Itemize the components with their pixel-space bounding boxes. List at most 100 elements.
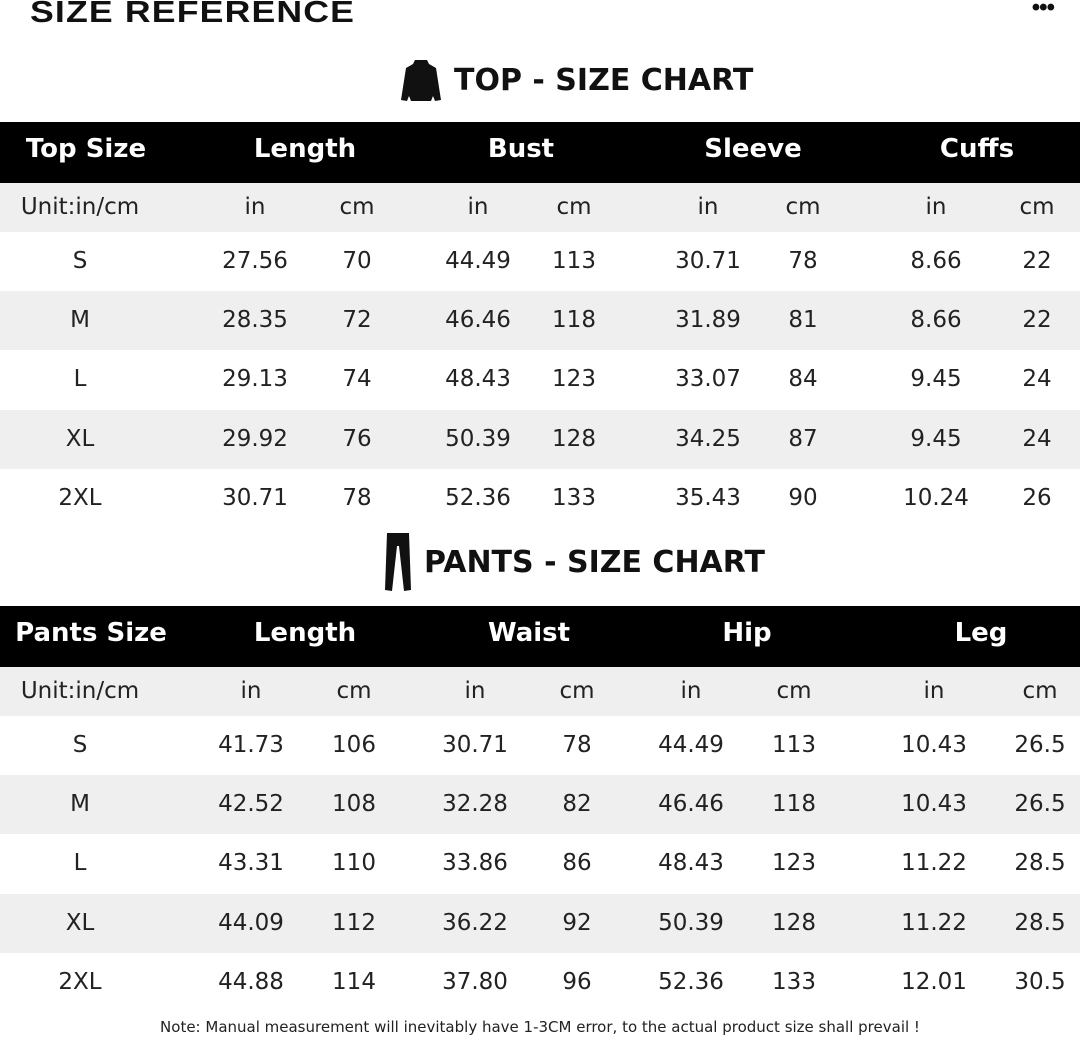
top-unit-row: Unit:in/cm in cm in cm in cm in cm [0, 183, 1080, 232]
top-table-cell: 81 [788, 307, 818, 334]
pants-table-cell: 41.73 [218, 732, 284, 758]
top-table-cell: 133 [552, 484, 596, 511]
pants-table-cell: 123 [772, 850, 816, 877]
top-table-cell: 29.13 [222, 366, 288, 393]
pants-table-cell: 113 [772, 732, 816, 758]
top-table-cell: 50.39 [445, 425, 511, 452]
pants-table-cell: 11.22 [901, 850, 967, 877]
top-table-cell: 2XL [58, 484, 102, 511]
pants-table-cell: 33.86 [442, 850, 508, 877]
top-table-cell: L [73, 366, 87, 393]
pants-table-row: 2XL 44.88 114 37.80 96 52.36 133 12.01 30.5 [0, 953, 1080, 1012]
pants-table-row: S 41.73 106 30.71 78 44.49 113 10.43 26.5 [0, 716, 1080, 775]
top-table-cell: 30.71 [222, 484, 288, 511]
pants-table-cell: 46.46 [658, 791, 724, 818]
top-table-cell: 123 [552, 366, 596, 393]
top-unit-cell: in [697, 194, 719, 220]
top-table-row: 2XL 30.71 78 52.36 133 35.43 90 10.24 26 [0, 469, 1080, 528]
top-header-cell: Sleeve [704, 134, 802, 164]
pants-table-cell: 44.49 [658, 732, 724, 758]
pants-unit-cell: cm [776, 678, 812, 704]
pants-table-cell: 2XL [58, 968, 102, 995]
top-table-cell: 8.66 [910, 248, 962, 274]
pants-table-cell: 114 [332, 968, 376, 995]
top-unit-cell: cm [339, 194, 375, 220]
top-table-cell: 9.45 [910, 366, 962, 393]
pants-table-cell: 42.52 [218, 791, 284, 818]
pants-unit-cell: in [680, 678, 702, 704]
top-table-row: S 27.56 70 44.49 113 30.71 78 8.66 22 [0, 232, 1080, 291]
pants-table-cell: 30.5 [1014, 968, 1066, 995]
pants-table-cell: 36.22 [442, 909, 508, 936]
pants-chart-title-text: PANTS - SIZE CHART [424, 544, 765, 580]
top-table-cell: 31.89 [675, 307, 741, 334]
top-chart-title: TOP - SIZE CHART [400, 58, 753, 102]
top-table-cell: 29.92 [222, 425, 288, 452]
top-table-cell: XL [65, 425, 95, 452]
pants-table-cell: 128 [772, 909, 816, 936]
pants-table-cell: 37.80 [442, 968, 508, 995]
top-table-cell: 10.24 [903, 484, 969, 511]
pants-table-row: XL 44.09 112 36.22 92 50.39 128 11.22 28.5 [0, 893, 1080, 953]
page-title: SIZE REFERENCE [30, 0, 356, 29]
pants-unit-cell: in [923, 678, 945, 704]
pants-table-cell: 26.5 [1014, 732, 1066, 758]
pants-table-cell: 28.5 [1014, 850, 1066, 877]
pants-table-cell: 32.28 [442, 791, 508, 818]
pants-table-cell: 82 [562, 791, 592, 818]
pants-header-cell: Hip [722, 618, 772, 648]
pants-table-cell: 28.5 [1014, 909, 1066, 936]
top-table-cell: 8.66 [910, 307, 962, 334]
top-table-cell: 78 [342, 484, 372, 511]
pants-header-cell: Waist [487, 618, 571, 648]
top-table-cell: 74 [342, 366, 372, 393]
pants-unit-cell: in [464, 678, 486, 704]
pants-table-cell: 118 [772, 791, 816, 818]
top-table-cell: 28.35 [222, 307, 288, 334]
pants-table-cell: 11.22 [901, 909, 967, 936]
pants-table-cell: S [72, 732, 88, 758]
pants-table-cell: 10.43 [901, 732, 967, 758]
top-table-cell: 48.43 [445, 366, 511, 393]
top-table-cell: 44.49 [445, 248, 511, 274]
pants-table-cell: 78 [562, 732, 592, 758]
pants-table-cell: 96 [562, 968, 592, 995]
pants-table-row: M 42.52 108 32.28 82 46.46 118 10.43 26.5 [0, 775, 1080, 835]
top-chart-title-text: TOP - SIZE CHART [454, 62, 754, 98]
top-table-cell: S [72, 248, 88, 274]
top-table-cell: 27.56 [222, 248, 288, 274]
pants-unit-cell: Unit:in/cm [20, 678, 140, 704]
top-table-cell: 35.43 [675, 484, 741, 511]
pants-table-cell: M [70, 791, 90, 818]
pants-header-row: Pants Size Length Waist Hip Leg [0, 606, 1080, 667]
pants-unit-cell: cm [1022, 678, 1058, 704]
top-table-cell: 26 [1022, 484, 1052, 511]
more-options-button[interactable]: ••• [1031, 0, 1055, 21]
pants-table-cell: 133 [772, 968, 816, 995]
top-table-cell: 24 [1022, 425, 1052, 452]
pants-table-cell: 112 [332, 909, 376, 936]
pants-table-cell: XL [65, 909, 95, 936]
top-table-cell: 52.36 [445, 484, 511, 511]
top-table-cell: 87 [788, 425, 818, 452]
pants-table-cell: 110 [332, 850, 376, 877]
top-table-cell: 33.07 [675, 366, 741, 393]
pants-table-cell: 44.09 [218, 909, 284, 936]
pants-table-cell: 48.43 [658, 850, 724, 877]
top-table-cell: 24 [1022, 366, 1052, 393]
top-table-cell: 118 [552, 307, 596, 334]
pants-table-cell: 86 [562, 850, 592, 877]
pants-table-cell: 43.31 [218, 850, 284, 877]
pants-table-cell: L [73, 850, 87, 877]
pants-unit-row: Unit:in/cm in cm in cm in cm in cm [0, 667, 1080, 716]
top-unit-cell: Unit:in/cm [20, 194, 140, 220]
top-table-cell: 84 [788, 366, 818, 393]
top-unit-cell: in [925, 194, 947, 220]
pants-unit-cell: in [240, 678, 262, 704]
pants-header-cell: Leg [954, 618, 1008, 648]
top-table-cell: 76 [342, 425, 372, 452]
top-table-cell: 22 [1022, 248, 1052, 274]
top-header-cell: Top Size [25, 134, 147, 164]
top-table-row: M 28.35 72 46.46 118 31.89 81 8.66 22 [0, 291, 1080, 351]
top-table-cell: 128 [552, 425, 596, 452]
